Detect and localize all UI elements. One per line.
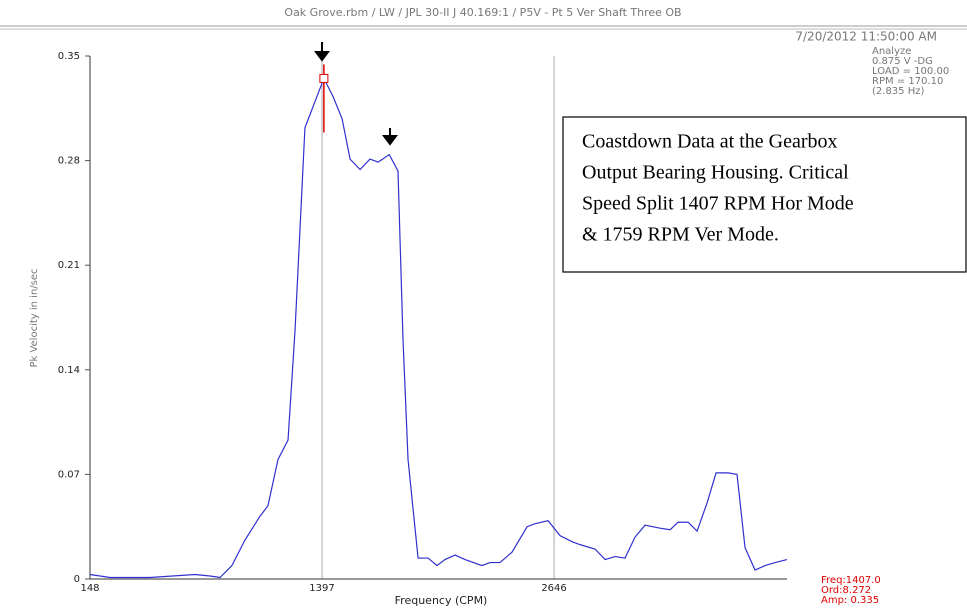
annotation-line: & 1759 RPM Ver Mode. [582, 224, 779, 246]
timestamp: 7/20/2012 11:50:00 AM [795, 30, 937, 44]
chart-title: Oak Grove.rbm / LW / JPL 30-II J 40.169:… [284, 6, 681, 19]
annotation-line: Coastdown Data at the Gearbox [582, 131, 837, 153]
annotation-line: Output Bearing Housing. Critical [582, 162, 849, 184]
peak-arrow [314, 42, 330, 62]
spectrum-line [89, 76, 788, 579]
y-tick-label: 0.21 [58, 260, 80, 271]
info-line: Analyze [872, 46, 911, 57]
x-tick-label: 148 [80, 583, 99, 594]
info-line: LOAD = 100.00 [872, 66, 949, 77]
cursor-readout: Freq:1407.0 [821, 575, 881, 586]
info-line: RPM = 170.10 [872, 76, 943, 87]
y-axis-label: Pk Velocity in in/sec [29, 268, 40, 367]
x-axis-label: Frequency (CPM) [395, 594, 488, 607]
cursor-marker [319, 73, 329, 83]
info-line: 0.875 V -DG [872, 56, 933, 67]
cursor-readout: Amp: 0.335 [821, 595, 879, 606]
x-tick-label: 2646 [541, 583, 566, 594]
y-tick-label: 0.35 [58, 51, 80, 62]
y-tick-label: 0.07 [58, 469, 80, 480]
plot: 0 0.07 0.14 0.21 0.28 0.35 148 1397 2646 [58, 51, 788, 594]
peak-arrow [382, 128, 398, 146]
info-line: (2.835 Hz) [872, 86, 924, 97]
cursor-readout: Ord:8.272 [821, 585, 871, 596]
annotation-line: Speed Split 1407 RPM Hor Mode [582, 193, 854, 215]
annotation-box [562, 116, 967, 273]
y-tick-label: 0.14 [58, 365, 80, 376]
x-tick-label: 1397 [309, 583, 334, 594]
y-tick-label: 0.28 [58, 156, 80, 167]
y-tick-label: 0 [74, 574, 80, 585]
